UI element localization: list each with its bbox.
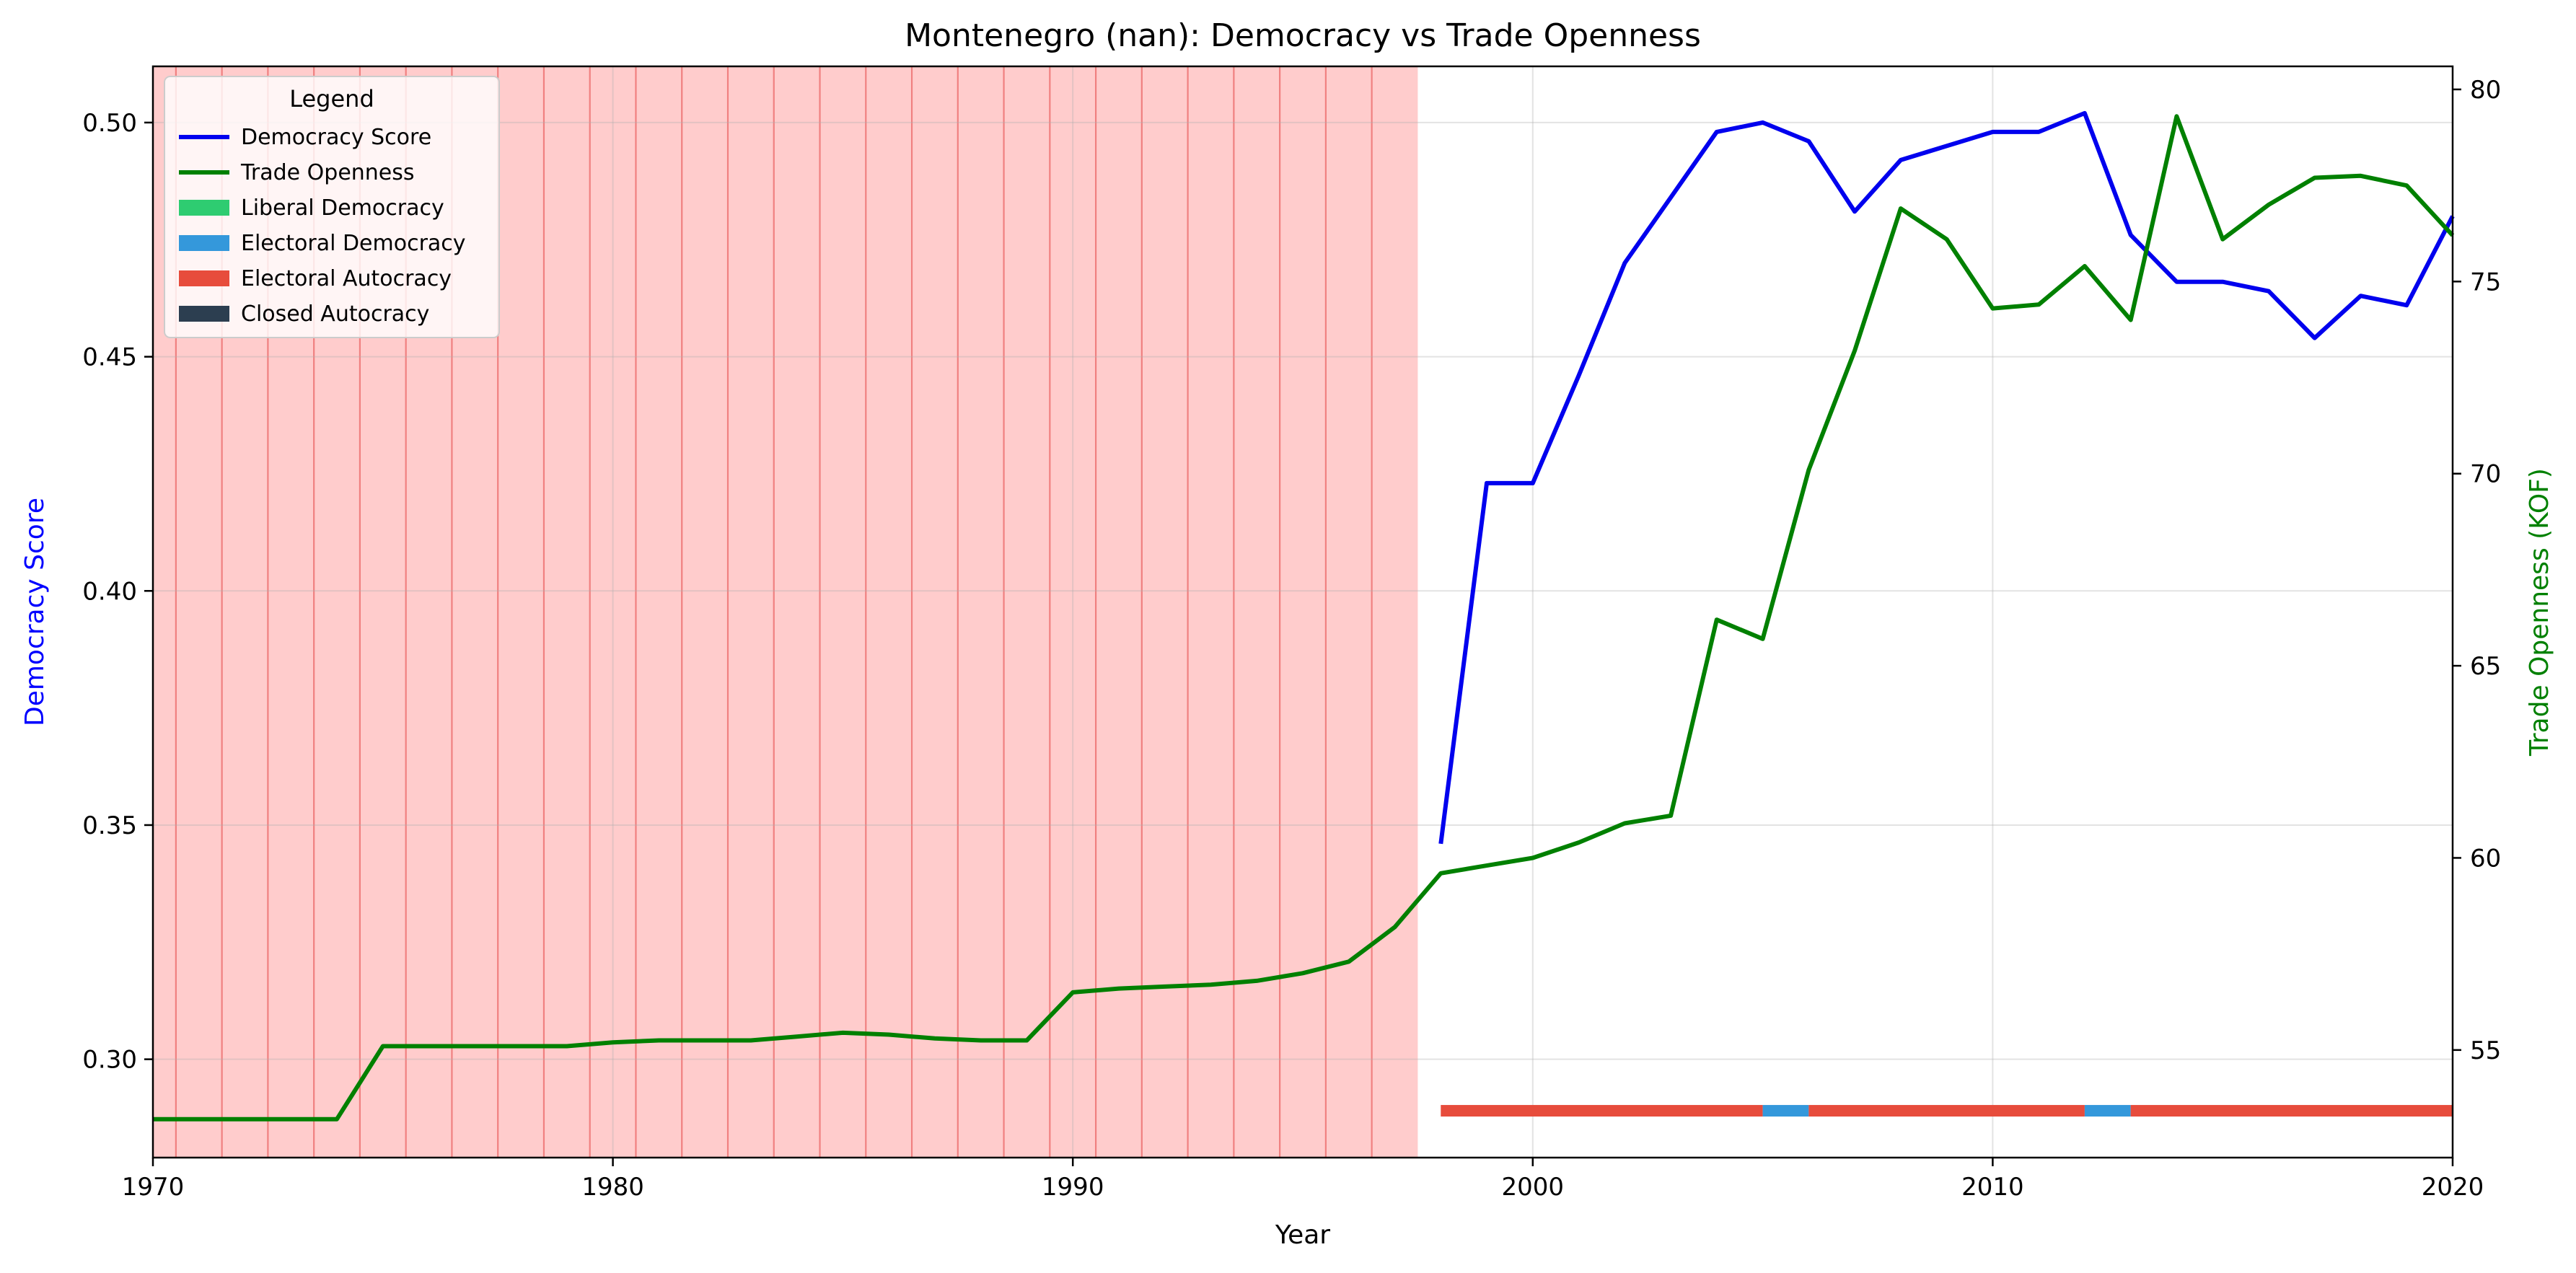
x-tick-label: 2010 — [1961, 1173, 2024, 1202]
trade-openness-line — [153, 114, 2455, 1122]
y-right-axis-label: Trade Openness (KOF) — [2525, 468, 2554, 757]
x-tick-label: 1980 — [581, 1173, 644, 1202]
legend-label: Liberal Democracy — [241, 195, 444, 221]
legend-label: Trade Openness — [240, 160, 415, 185]
y-right-tick-label: 55 — [2470, 1036, 2501, 1065]
y-left-tick-label: 0.35 — [82, 811, 137, 840]
regime-bar — [1808, 1105, 2085, 1117]
y-right-tick-label: 60 — [2470, 844, 2501, 873]
y-left-axis-label: Democracy Score — [20, 498, 50, 726]
series-layer — [153, 110, 2455, 1122]
legend-label: Democracy Score — [241, 125, 431, 150]
y-left-tick-label: 0.40 — [82, 577, 137, 606]
y-left-tick-label: 0.30 — [82, 1046, 137, 1075]
legend-patch-swatch — [179, 270, 229, 286]
axes-layer: 1970 1980 1990 2000 2010 2020 0.30 0.35 0.40 0.45… — [82, 76, 2501, 1202]
regime-bar — [1762, 1105, 1809, 1117]
chart-title: Montenegro (nan): Democracy vs Trade Ope… — [905, 17, 1701, 54]
x-tick-label: 2020 — [2422, 1173, 2484, 1202]
democracy-score-line — [1438, 110, 2455, 845]
y-left-tick-label: 0.50 — [82, 109, 137, 138]
regime-bar — [2130, 1105, 2453, 1117]
legend-patch-swatch — [179, 200, 229, 216]
x-axis-label: Year — [1275, 1220, 1330, 1250]
regime-bar — [1441, 1105, 1763, 1117]
legend: Legend Democracy Score Trade Openness Liber… — [164, 76, 500, 338]
plot-frame — [151, 65, 2454, 1159]
legend-patch-swatch — [179, 235, 229, 251]
legend-label: Electoral Democracy — [241, 231, 466, 256]
regime-bar — [2084, 1105, 2131, 1117]
legend-patch-swatch — [179, 306, 229, 322]
y-right-tick-label: 65 — [2470, 652, 2501, 681]
y-right-tick-label: 75 — [2470, 268, 2501, 296]
x-tick-label: 1990 — [1042, 1173, 1104, 1202]
legend-title: Legend — [289, 85, 374, 113]
y-right-tick-label: 80 — [2470, 76, 2501, 105]
legend-label: Electoral Autocracy — [241, 266, 452, 291]
legend-box — [164, 76, 500, 338]
x-tick-label: 1970 — [122, 1173, 185, 1202]
y-right-tick-label: 70 — [2470, 460, 2501, 489]
x-tick-label: 2000 — [1502, 1173, 1565, 1202]
legend-label: Closed Autocracy — [241, 301, 429, 327]
y-left-tick-label: 0.45 — [82, 343, 137, 372]
